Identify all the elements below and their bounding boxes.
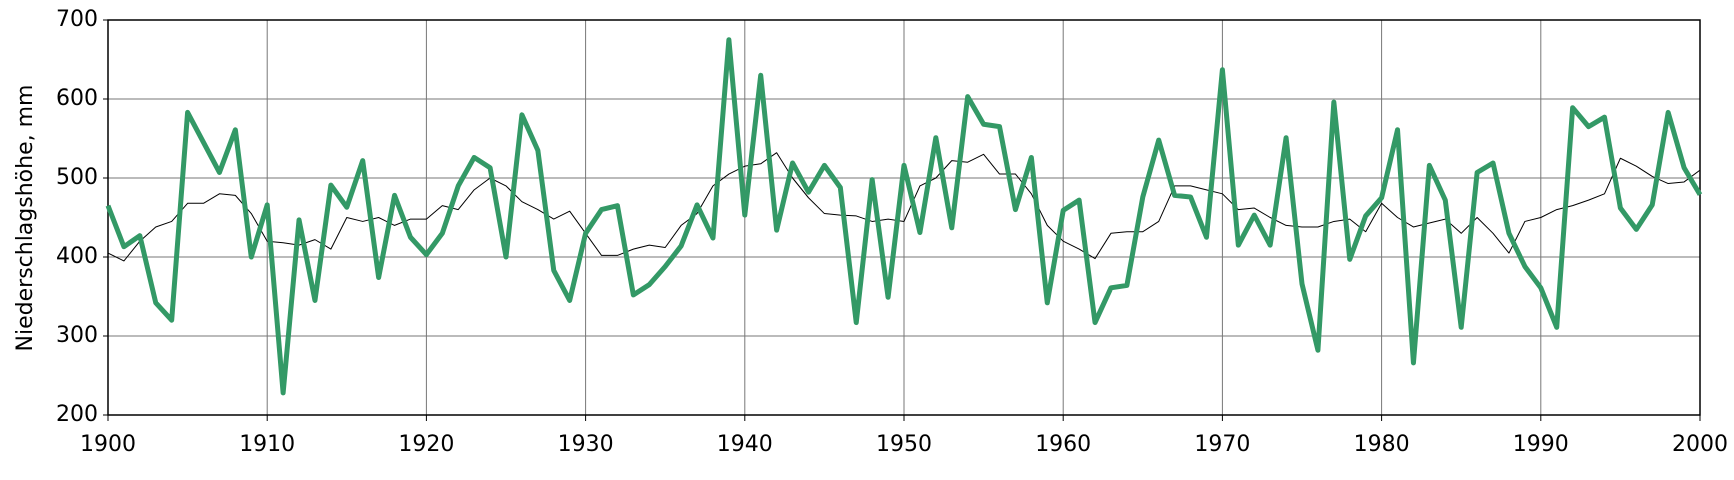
plot-frame xyxy=(107,19,1701,416)
data-line xyxy=(107,152,1701,262)
x-tick-label: 1990 xyxy=(1513,432,1569,457)
x-tick-label: 1900 xyxy=(80,432,136,457)
x-tick-label: 2000 xyxy=(1672,432,1728,457)
y-tick-label: 300 xyxy=(56,323,98,348)
x-tick-label: 1960 xyxy=(1035,432,1091,457)
y-tick-label: 200 xyxy=(56,402,98,427)
y-tick-label: 600 xyxy=(56,86,98,111)
x-tick-label: 1930 xyxy=(558,432,614,457)
x-tick-label: 1950 xyxy=(876,432,932,457)
y-tick-label: 400 xyxy=(56,244,98,269)
x-tick-label: 1940 xyxy=(717,432,773,457)
data-line xyxy=(105,37,1703,396)
x-tick-label: 1920 xyxy=(398,432,454,457)
x-tick-label: 1980 xyxy=(1354,432,1410,457)
x-tick-label: 1910 xyxy=(239,432,295,457)
y-axis-label: Niederschlagshöhe, mm xyxy=(13,85,38,352)
x-tick-label: 1970 xyxy=(1194,432,1250,457)
y-tick-label: 700 xyxy=(56,7,98,32)
y-tick-label: 500 xyxy=(56,165,98,190)
